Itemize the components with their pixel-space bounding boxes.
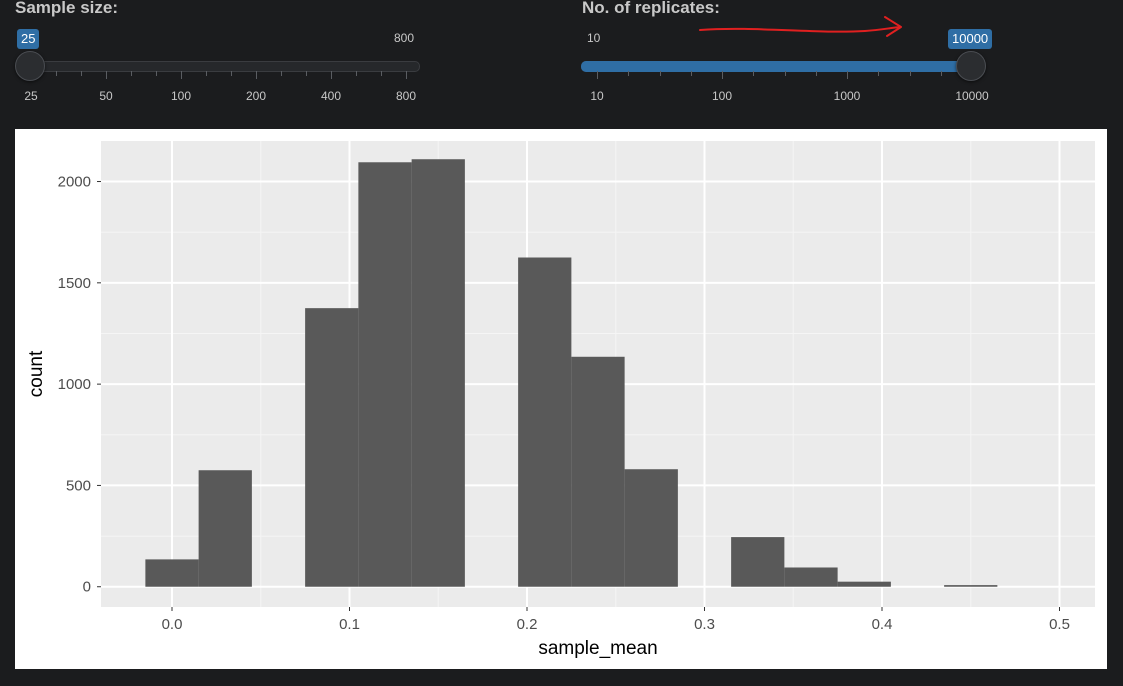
histogram-bar (198, 470, 252, 587)
x-tick-label: 0.2 (517, 616, 538, 633)
replicates-major-tick (597, 71, 598, 79)
histogram-bar (837, 581, 891, 587)
replicates-minor-tick (878, 71, 880, 76)
sample-size-slider-handle[interactable] (15, 51, 45, 81)
red-arrow-annotation (699, 16, 902, 37)
histogram-bar (731, 537, 785, 587)
histogram-bar (944, 585, 998, 587)
histogram-bars (145, 159, 998, 587)
x-tick-label: 0.1 (339, 616, 360, 633)
histogram-bar (145, 559, 199, 587)
y-tick-label: 2000 (58, 174, 91, 191)
replicates-minor-tick (659, 71, 661, 76)
replicates-minor-tick (815, 71, 817, 76)
replicates-slider-handle[interactable] (956, 51, 986, 81)
sample-size-tick-label: 200 (245, 89, 267, 103)
sample-size-tick-label: 800 (395, 89, 417, 103)
sample-size-slider-track[interactable] (16, 61, 420, 72)
sample-size-label: Sample size: (15, 0, 118, 17)
histogram-chart: 0.0 0.1 0.2 0.3 0.4 0.5 0 500 1000 1500 2000 samp… (26, 141, 1095, 659)
x-axis-ticks: 0.0 0.1 0.2 0.3 0.4 0.5 (162, 607, 1070, 633)
sample-size-tick-label: 25 (24, 89, 38, 103)
replicates-minor-tick (909, 71, 911, 76)
sample-size-major-tick (256, 71, 257, 79)
replicates-minor-tick (753, 71, 755, 76)
y-tick-label: 1000 (58, 376, 91, 393)
sample-size-minor-tick (306, 71, 307, 76)
sample-size-tick-label: 400 (320, 89, 342, 103)
y-tick-label: 1500 (58, 275, 91, 292)
histogram-bar (518, 257, 572, 587)
replicates-tick-label: 10000 (955, 89, 989, 103)
replicates-value-badge: 10000 (948, 29, 993, 49)
sample-size-minor-tick (56, 71, 57, 76)
replicates-minor-tick (940, 71, 942, 76)
sample-size-minor-tick (281, 71, 282, 76)
replicates-min-label: 10 (587, 31, 601, 45)
sample-size-minor-tick (231, 71, 232, 76)
sample-size-minor-tick (131, 71, 132, 76)
histogram-bar (571, 356, 625, 587)
x-tick-label: 0.4 (872, 616, 893, 633)
replicates-minor-tick (784, 71, 786, 76)
replicates-major-tick (847, 71, 848, 79)
sample-size-minor-tick (356, 71, 357, 76)
y-axis-label: count (26, 350, 47, 397)
sample-size-minor-tick (206, 71, 207, 76)
sample-size-major-tick (106, 71, 107, 79)
histogram-bar (358, 162, 412, 587)
sample-size-major-tick (181, 71, 182, 79)
replicates-label: No. of replicates: (582, 0, 720, 17)
sample-size-tick-label: 100 (170, 89, 192, 103)
replicates-major-tick (722, 71, 723, 79)
replicates-minor-tick (628, 71, 630, 76)
histogram-bar (784, 567, 838, 587)
sample-size-value-badge: 25 (17, 29, 40, 49)
sample-size-minor-tick (81, 71, 82, 76)
y-axis-ticks: 0 500 1000 1500 2000 (58, 174, 101, 596)
replicates-tick-label: 1000 (833, 89, 861, 103)
sample-size-tick-label: 50 (99, 89, 113, 103)
histogram-bar (624, 469, 678, 587)
sample-size-minor-tick (156, 71, 157, 76)
x-tick-label: 0.3 (694, 616, 715, 633)
histogram-bar (305, 308, 359, 587)
replicates-tick-label: 100 (711, 89, 733, 103)
y-tick-label: 500 (66, 477, 91, 494)
replicates-tick-label: 10 (590, 89, 604, 103)
x-axis-label: sample_mean (538, 638, 657, 659)
y-tick-label: 0 (83, 579, 91, 596)
replicates-slider-fill (581, 61, 976, 72)
histogram-panel: 0.0 0.1 0.2 0.3 0.4 0.5 0 500 1000 1500 2000 samp… (15, 129, 1107, 669)
sample-size-major-tick (406, 71, 407, 79)
histogram-bar (411, 159, 465, 587)
sample-size-max-label: 800 (394, 31, 415, 45)
sample-size-major-tick (331, 71, 332, 79)
replicates-minor-tick (690, 71, 692, 76)
x-tick-label: 0.0 (162, 616, 183, 633)
x-tick-label: 0.5 (1049, 616, 1070, 633)
sample-size-minor-tick (381, 71, 382, 76)
